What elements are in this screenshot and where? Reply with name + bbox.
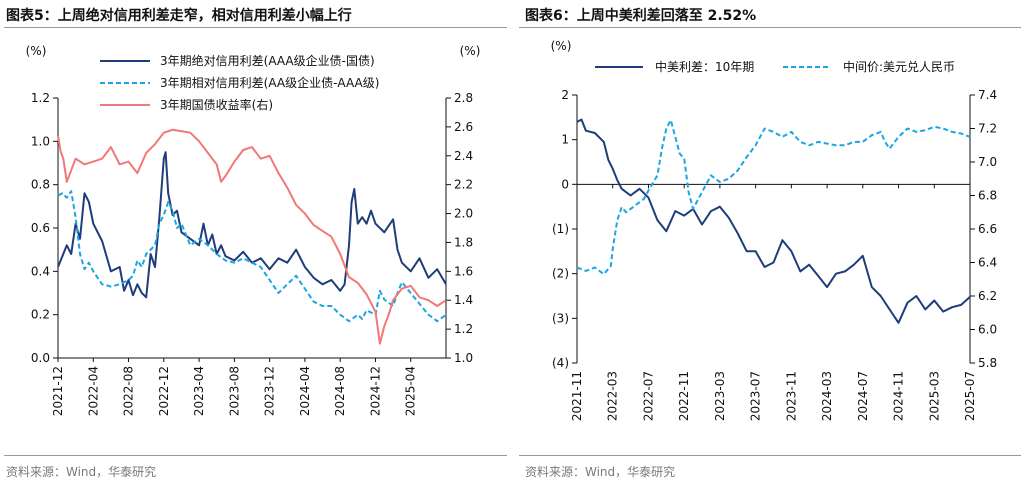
y-tick-label-left: 0 [561,177,569,191]
x-tick-label: 2023-07 [749,371,763,421]
y-axis-right-label: (%) [460,44,481,58]
y-tick-label-left: (2) [552,267,569,281]
x-tick-label: 2022-12 [157,366,171,416]
x-tick-label: 2022-07 [641,371,655,421]
x-tick-label: 2021-11 [570,371,584,421]
y-tick-label-right: 2.0 [454,207,473,221]
x-tick-label: 2024-11 [892,371,906,421]
x-tick-label: 2022-04 [86,366,100,416]
series-line-2 [576,119,971,276]
y-tick-label-left: 0.2 [31,308,50,322]
series-line-1 [57,151,447,299]
y-tick-label-right: 1.8 [454,235,473,249]
x-tick-label: 2025-04 [404,366,418,416]
x-tick-label: 2022-11 [677,371,691,421]
y-tick-label-left: (1) [552,222,569,236]
credit-spread-chart: (%) (%) 0.0 0.2 0.4 0.6 0.8 1.0 1.2 1.0 1.2 1.4 1.6 1… [26,44,481,416]
y-tick-label-left: 1.0 [31,134,50,148]
y-tick-label-right: 2.6 [454,120,473,134]
y-tick-label-left: 0.8 [31,178,50,192]
y-tick-label-right: 1.0 [454,351,473,365]
y-tick-label-right: 5.8 [978,356,997,370]
y-tick-label-right: 2.2 [454,178,473,192]
chart-title: 图表6：上周中美利差回落至 2.52% [525,8,757,24]
chart-panel-credit-spread: 图表5：上周绝对信用利差走窄，相对信用利差小幅上行 (%) (%) 0.0 0.2 0.… [4,8,507,479]
x-tick-label: 2023-08 [227,366,241,416]
legend-label-3: 3年期国债收益率(右) [160,97,273,112]
x-tick-label: 2023-03 [713,371,727,421]
y-tick-label-left: 0.0 [31,351,50,365]
y-tick-label-right: 6.0 [978,323,997,337]
x-tick-label: 2023-11 [784,371,798,421]
x-tick-label: 2025-03 [927,371,941,421]
y-tick-label-right: 6.8 [978,189,997,203]
y-tick-label-left: 1.2 [31,91,50,105]
y-tick-label-right: 6.4 [978,256,997,270]
y-axis-left-label: (%) [26,44,47,58]
y-tick-label-right: 7.0 [978,155,997,169]
y-tick-label-right: 2.8 [454,91,473,105]
x-tick-label: 2024-03 [820,371,834,421]
y-tick-label-left: 1 [561,133,569,147]
title-divider [519,27,1021,28]
source-note: 资料来源：Wind，华泰研究 [525,465,676,479]
legend-label-2: 中间价:美元兑人民币 [843,59,955,74]
source-divider [4,455,507,456]
chart-title: 图表5：上周绝对信用利差走窄，相对信用利差小幅上行 [6,8,352,24]
x-tick-label: 2023-12 [263,366,277,416]
x-tick-label: 2024-12 [368,366,382,416]
x-tick-label: 2023-04 [192,366,206,416]
legend-label-2: 3年期相对信用利差(AA级企业债-AAA级) [160,75,379,90]
series-line-3 [57,128,447,345]
x-tick-label: 2025-07 [963,371,977,421]
y-tick-label-right: 2.4 [454,149,473,163]
x-tick-label: 2021-12 [51,366,65,416]
legend-label-1: 3年期绝对信用利差(AAA级企业债-国债) [160,53,375,68]
title-divider [4,27,507,28]
y-tick-label-left: 0.6 [31,221,50,235]
y-axis-left-label: (%) [551,39,572,53]
legend-label-1: 中美利差：10年期 [655,59,754,74]
source-divider [519,455,1021,456]
y-tick-label-right: 1.4 [454,293,473,307]
y-tick-label-right: 6.6 [978,222,997,236]
y-tick-label-right: 1.2 [454,322,473,336]
y-tick-label-right: 6.2 [978,289,997,303]
x-tick-label: 2024-08 [333,366,347,416]
y-tick-label-right: 7.2 [978,122,997,136]
x-tick-label: 2024-04 [298,366,312,416]
y-tick-label-left: (3) [552,311,569,325]
series-line-2 [57,190,447,323]
y-tick-label-right: 1.6 [454,264,473,278]
y-tick-label-left: 0.4 [31,264,50,278]
x-tick-label: 2022-03 [606,371,620,421]
series-line-1 [576,118,971,324]
y-tick-label-left: 2 [561,88,569,102]
chart-panel-china-us-spread: 图表6：上周中美利差回落至 2.52% (%) (4) (3) (2) (1) 0 1 2 5.… [515,0,1029,486]
china-us-spread-chart: (%) (4) (3) (2) (1) 0 1 2 5.8 6.0 6.2 6.4 6.6 6.8 7.0 7… [551,39,997,421]
x-tick-label: 2022-08 [122,366,136,416]
y-tick-label-left: (4) [552,356,569,370]
x-tick-label: 2024-07 [856,371,870,421]
source-note: 资料来源：Wind，华泰研究 [6,465,157,479]
y-tick-label-right: 7.4 [978,88,997,102]
